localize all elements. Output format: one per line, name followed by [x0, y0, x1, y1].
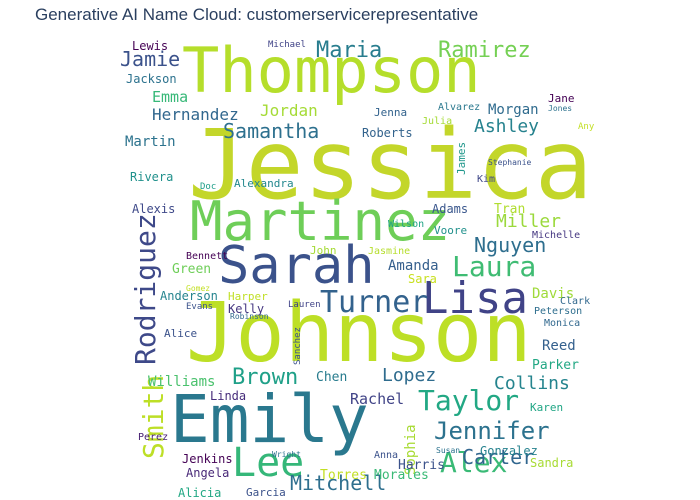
- word-tran: Tran: [494, 202, 526, 217]
- word-sara: Sara: [408, 272, 437, 286]
- word-jordan: Jordan: [260, 101, 318, 120]
- word-johnson: Johnson: [186, 286, 532, 381]
- word-sarah: Sarah: [218, 236, 375, 296]
- word-sandra: Sandra: [530, 456, 574, 470]
- word-susan: Susan: [436, 446, 461, 455]
- word-williams: Williams: [148, 374, 216, 390]
- word-michael: Michael: [268, 40, 306, 50]
- word-lisa: Lisa: [422, 273, 528, 324]
- word-linda: Linda: [210, 389, 247, 403]
- word-lewis: Lewis: [132, 39, 169, 53]
- word-wilson: Wilson: [388, 219, 425, 230]
- word-jamie: Jamie: [120, 47, 181, 71]
- word-angela: Angela: [186, 466, 230, 480]
- word-alicia: Alicia: [178, 486, 222, 500]
- word-lauren: Lauren: [288, 300, 321, 310]
- word-jennifer: Jennifer: [434, 417, 550, 445]
- word-michelle: Michelle: [532, 230, 581, 241]
- word-jones: Jones: [548, 104, 573, 113]
- word-jenkins: Jenkins: [182, 452, 233, 466]
- word-martinez: Martinez: [190, 190, 451, 253]
- word-miller: Miller: [496, 211, 562, 232]
- word-bennett: Bennett: [186, 251, 229, 262]
- page-title: Generative AI Name Cloud: customerservic…: [35, 5, 479, 24]
- word-green: Green: [172, 262, 212, 277]
- word-alexandra: Alexandra: [234, 177, 294, 190]
- word-doc: Doc: [200, 182, 217, 192]
- word-emily: Emily: [170, 381, 369, 458]
- word-hernandez: Hernandez: [152, 105, 239, 124]
- word-laura: Laura: [452, 250, 537, 283]
- word-jenna: Jenna: [374, 106, 408, 119]
- word-chen: Chen: [316, 370, 348, 385]
- word-collins: Collins: [494, 373, 570, 394]
- word-nguyen: Nguyen: [474, 233, 547, 257]
- word-roberts: Roberts: [362, 126, 413, 140]
- word-robinson: Robinson: [230, 312, 269, 321]
- word-samantha: Samantha: [223, 119, 320, 143]
- word-martin: Martin: [125, 134, 176, 150]
- word-adams: Adams: [432, 202, 469, 216]
- word-mitchell: Mitchell: [290, 471, 387, 495]
- word-lopez: Lopez: [382, 365, 437, 386]
- word-evans: Evans: [186, 302, 214, 312]
- word-gonzalez: Gonzalez: [480, 444, 538, 458]
- word-morales: Morales: [374, 468, 429, 483]
- word-turner: Turner: [320, 285, 429, 320]
- word-reed: Reed: [542, 338, 576, 354]
- word-davis: Davis: [532, 286, 575, 302]
- word-anderson: Anderson: [160, 289, 218, 303]
- word-kim: Kim: [477, 174, 496, 185]
- word-kelly: Kelly: [228, 302, 265, 316]
- word-any: Any: [578, 122, 595, 132]
- word-jessica: Jessica: [188, 109, 593, 221]
- word-ashley: Ashley: [474, 116, 540, 137]
- word-rachel: Rachel: [350, 390, 405, 408]
- word-lee: Lee: [232, 440, 305, 486]
- word-harper: Harper: [228, 290, 268, 303]
- word-jane: Jane: [548, 92, 575, 105]
- word-wright: Wright: [272, 450, 301, 459]
- word-julia: Julia: [422, 116, 453, 127]
- word-cloud: Jessica Johnson Thompson Emily Martinez Sarah…: [120, 34, 594, 500]
- word-perez: Perez: [138, 432, 169, 443]
- word-brown: Brown: [232, 365, 299, 390]
- word-alexis: Alexis: [132, 202, 176, 216]
- word-carter: Carter: [462, 445, 535, 469]
- word-garcia: Garcia: [246, 486, 286, 499]
- word-alex: Alex: [440, 446, 508, 479]
- word-jasmine: Jasmine: [368, 246, 411, 257]
- word-gomez: Gomez: [186, 284, 211, 293]
- word-alice: Alice: [164, 327, 198, 340]
- word-harris: Harris: [398, 458, 445, 473]
- word-morgan: Morgan: [488, 102, 539, 118]
- word-rivera: Rivera: [130, 170, 174, 184]
- word-stephanie: Stephanie: [488, 158, 532, 167]
- word-maria: Maria: [316, 38, 383, 63]
- word-alvarez: Alvarez: [438, 102, 481, 113]
- word-peterson: Peterson: [534, 306, 583, 317]
- word-amanda: Amanda: [388, 258, 439, 274]
- word-sanchez: Sanchez: [293, 327, 303, 365]
- word-james: James: [455, 141, 468, 175]
- word-monica: Monica: [544, 318, 581, 329]
- word-voore: Voore: [434, 224, 468, 237]
- word-emma: Emma: [152, 88, 189, 106]
- word-thompson: Thompson: [182, 34, 481, 107]
- word-rodriguez: Rodriguez: [129, 213, 162, 365]
- word-parker: Parker: [532, 358, 579, 373]
- word-anna: Anna: [374, 450, 399, 461]
- word-karen: Karen: [530, 401, 564, 414]
- word-clark: Clark: [560, 296, 591, 307]
- word-torres: Torres: [320, 468, 367, 483]
- word-john: John: [310, 244, 337, 257]
- word-taylor: Taylor: [418, 384, 520, 417]
- word-jackson: Jackson: [126, 72, 177, 86]
- word-ramirez: Ramirez: [438, 38, 531, 63]
